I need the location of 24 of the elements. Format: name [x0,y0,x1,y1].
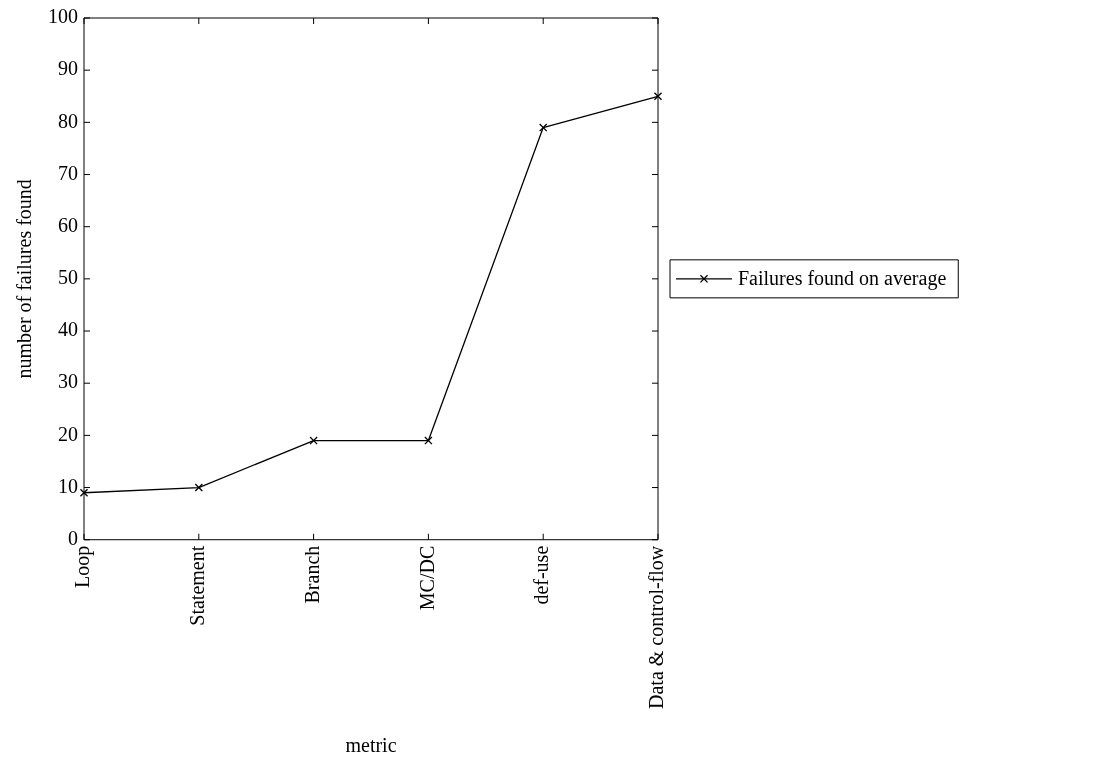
y-tick-label: 10 [58,474,78,497]
y-axis-title: number of failures found [13,179,36,379]
y-tick-label: 30 [58,370,78,393]
y-tick-label: 70 [58,161,78,184]
y-tick-label: 50 [58,266,78,289]
y-tick-label: 40 [58,318,78,341]
y-tick-label: 90 [58,57,78,80]
legend-label: Failures found on average [738,267,947,291]
x-axis-title: metric [345,734,397,757]
x-tick-label: Branch [300,545,323,604]
point [79,488,89,497]
point [309,436,318,445]
x-tick-label: def-use [530,545,553,605]
point [653,92,663,101]
point [194,483,203,492]
y-tick-label: 100 [48,5,78,28]
y-tick-label: 20 [58,422,78,445]
x-tick-label: MC/DC [415,545,438,611]
point [424,436,433,445]
point [539,123,548,132]
y-tick-label: 80 [58,109,78,132]
x-tick-label: Data & control-flow [645,545,668,709]
x-tick-label: Statement [186,545,209,626]
y-tick-label: 60 [58,213,78,236]
